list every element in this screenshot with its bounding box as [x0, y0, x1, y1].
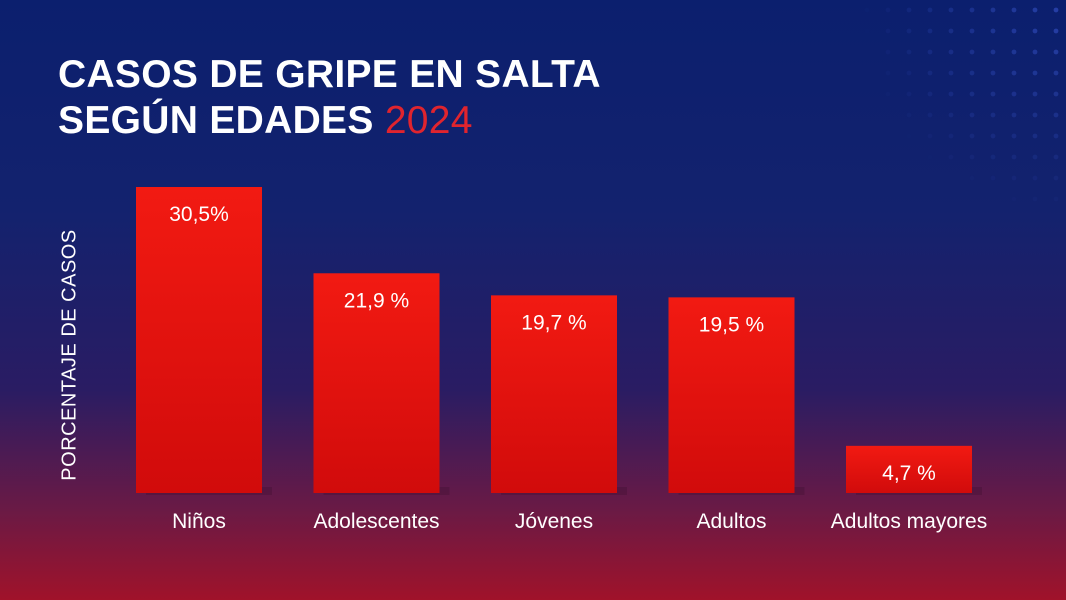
background-dot	[906, 91, 912, 97]
background-dot	[906, 49, 912, 55]
background-dot	[927, 70, 933, 76]
background-dot	[906, 7, 912, 13]
background-dot	[1032, 91, 1038, 97]
background-dot	[1011, 91, 1017, 97]
background-dot	[948, 49, 954, 55]
chart-title: CASOS DE GRIPE EN SALTA SEGÚN EDADES 202…	[58, 52, 601, 144]
background-dot	[1032, 133, 1038, 139]
background-dot	[990, 154, 996, 160]
background-dot	[969, 49, 975, 55]
background-dot	[906, 70, 912, 76]
background-dot	[990, 175, 996, 181]
background-dot	[948, 28, 954, 34]
background-dot	[1053, 91, 1059, 97]
background-dot	[990, 70, 996, 76]
background-dot	[1053, 196, 1059, 202]
background-dot	[969, 112, 975, 118]
background-dot	[1053, 175, 1059, 181]
background-dot	[990, 133, 996, 139]
bar-2	[491, 295, 617, 493]
background-dot	[990, 7, 996, 13]
background-dot	[948, 133, 954, 139]
background-dot	[1032, 28, 1038, 34]
background-dot	[1032, 175, 1038, 181]
background-dot	[927, 91, 933, 97]
background-dot	[969, 133, 975, 139]
background-dot	[1011, 70, 1017, 76]
background-dot	[948, 91, 954, 97]
bar-3	[668, 297, 795, 493]
background-dot	[1053, 28, 1059, 34]
background-dot	[1032, 70, 1038, 76]
background-dot	[1011, 7, 1017, 13]
background-dot	[1053, 49, 1059, 55]
background-dot	[969, 154, 975, 160]
background-dot	[927, 7, 933, 13]
background-dot	[969, 175, 975, 181]
background-dot	[927, 112, 933, 118]
background-dot	[948, 112, 954, 118]
data-label-2: 19,7 %	[521, 311, 586, 334]
background-dot	[927, 133, 933, 139]
background-dot	[1032, 196, 1038, 202]
background-dot	[1053, 154, 1059, 160]
background-dot	[969, 70, 975, 76]
background-dot	[885, 70, 891, 76]
bar-4	[846, 445, 972, 493]
bar-0	[136, 187, 262, 493]
background-dot	[885, 28, 891, 34]
background-dot	[1053, 112, 1059, 118]
data-label-0: 30,5%	[169, 203, 229, 226]
background-dot	[885, 7, 891, 13]
chart-title-text: SEGÚN EDADES	[58, 99, 374, 142]
background-dot	[906, 28, 912, 34]
chart-title-line-1: CASOS DE GRIPE EN SALTA	[58, 53, 601, 96]
background-dot	[1011, 49, 1017, 55]
background-dot	[969, 28, 975, 34]
background-dot	[1032, 112, 1038, 118]
data-label-1: 21,9 %	[344, 289, 409, 312]
category-label-0: Niños	[172, 510, 226, 533]
background-dot	[990, 49, 996, 55]
category-label-2: Jóvenes	[515, 510, 593, 533]
category-label-3: Adultos	[696, 510, 766, 533]
background-dot	[1011, 175, 1017, 181]
background-dot	[1032, 7, 1038, 13]
background-dot	[948, 70, 954, 76]
background-dot	[927, 28, 933, 34]
background-dot	[990, 91, 996, 97]
background-dot	[1011, 28, 1017, 34]
category-label-4: Adultos mayores	[831, 510, 987, 533]
background-dot	[1053, 70, 1059, 76]
background-dot	[927, 49, 933, 55]
background-dot	[1032, 49, 1038, 55]
background-dot	[1011, 133, 1017, 139]
data-label-4: 4,7 %	[882, 462, 936, 485]
chart-title-year: 2024	[384, 99, 473, 142]
background-dot	[906, 112, 912, 118]
background-dot	[1053, 133, 1059, 139]
background-dot	[990, 28, 996, 34]
data-label-3: 19,5 %	[699, 313, 764, 336]
bar-1	[313, 273, 440, 493]
background-dot	[948, 7, 954, 13]
background-dot	[1032, 154, 1038, 160]
background-dot	[948, 154, 954, 160]
background-dot	[969, 7, 975, 13]
chart-title-line-2: SEGÚN EDADES 2024	[58, 98, 601, 144]
background-dot	[1011, 112, 1017, 118]
category-label-1: Adolescentes	[313, 510, 439, 533]
background-dot	[1011, 154, 1017, 160]
background-dot	[1053, 7, 1059, 13]
background-dot	[885, 49, 891, 55]
background-dot	[990, 112, 996, 118]
background-dot	[969, 91, 975, 97]
